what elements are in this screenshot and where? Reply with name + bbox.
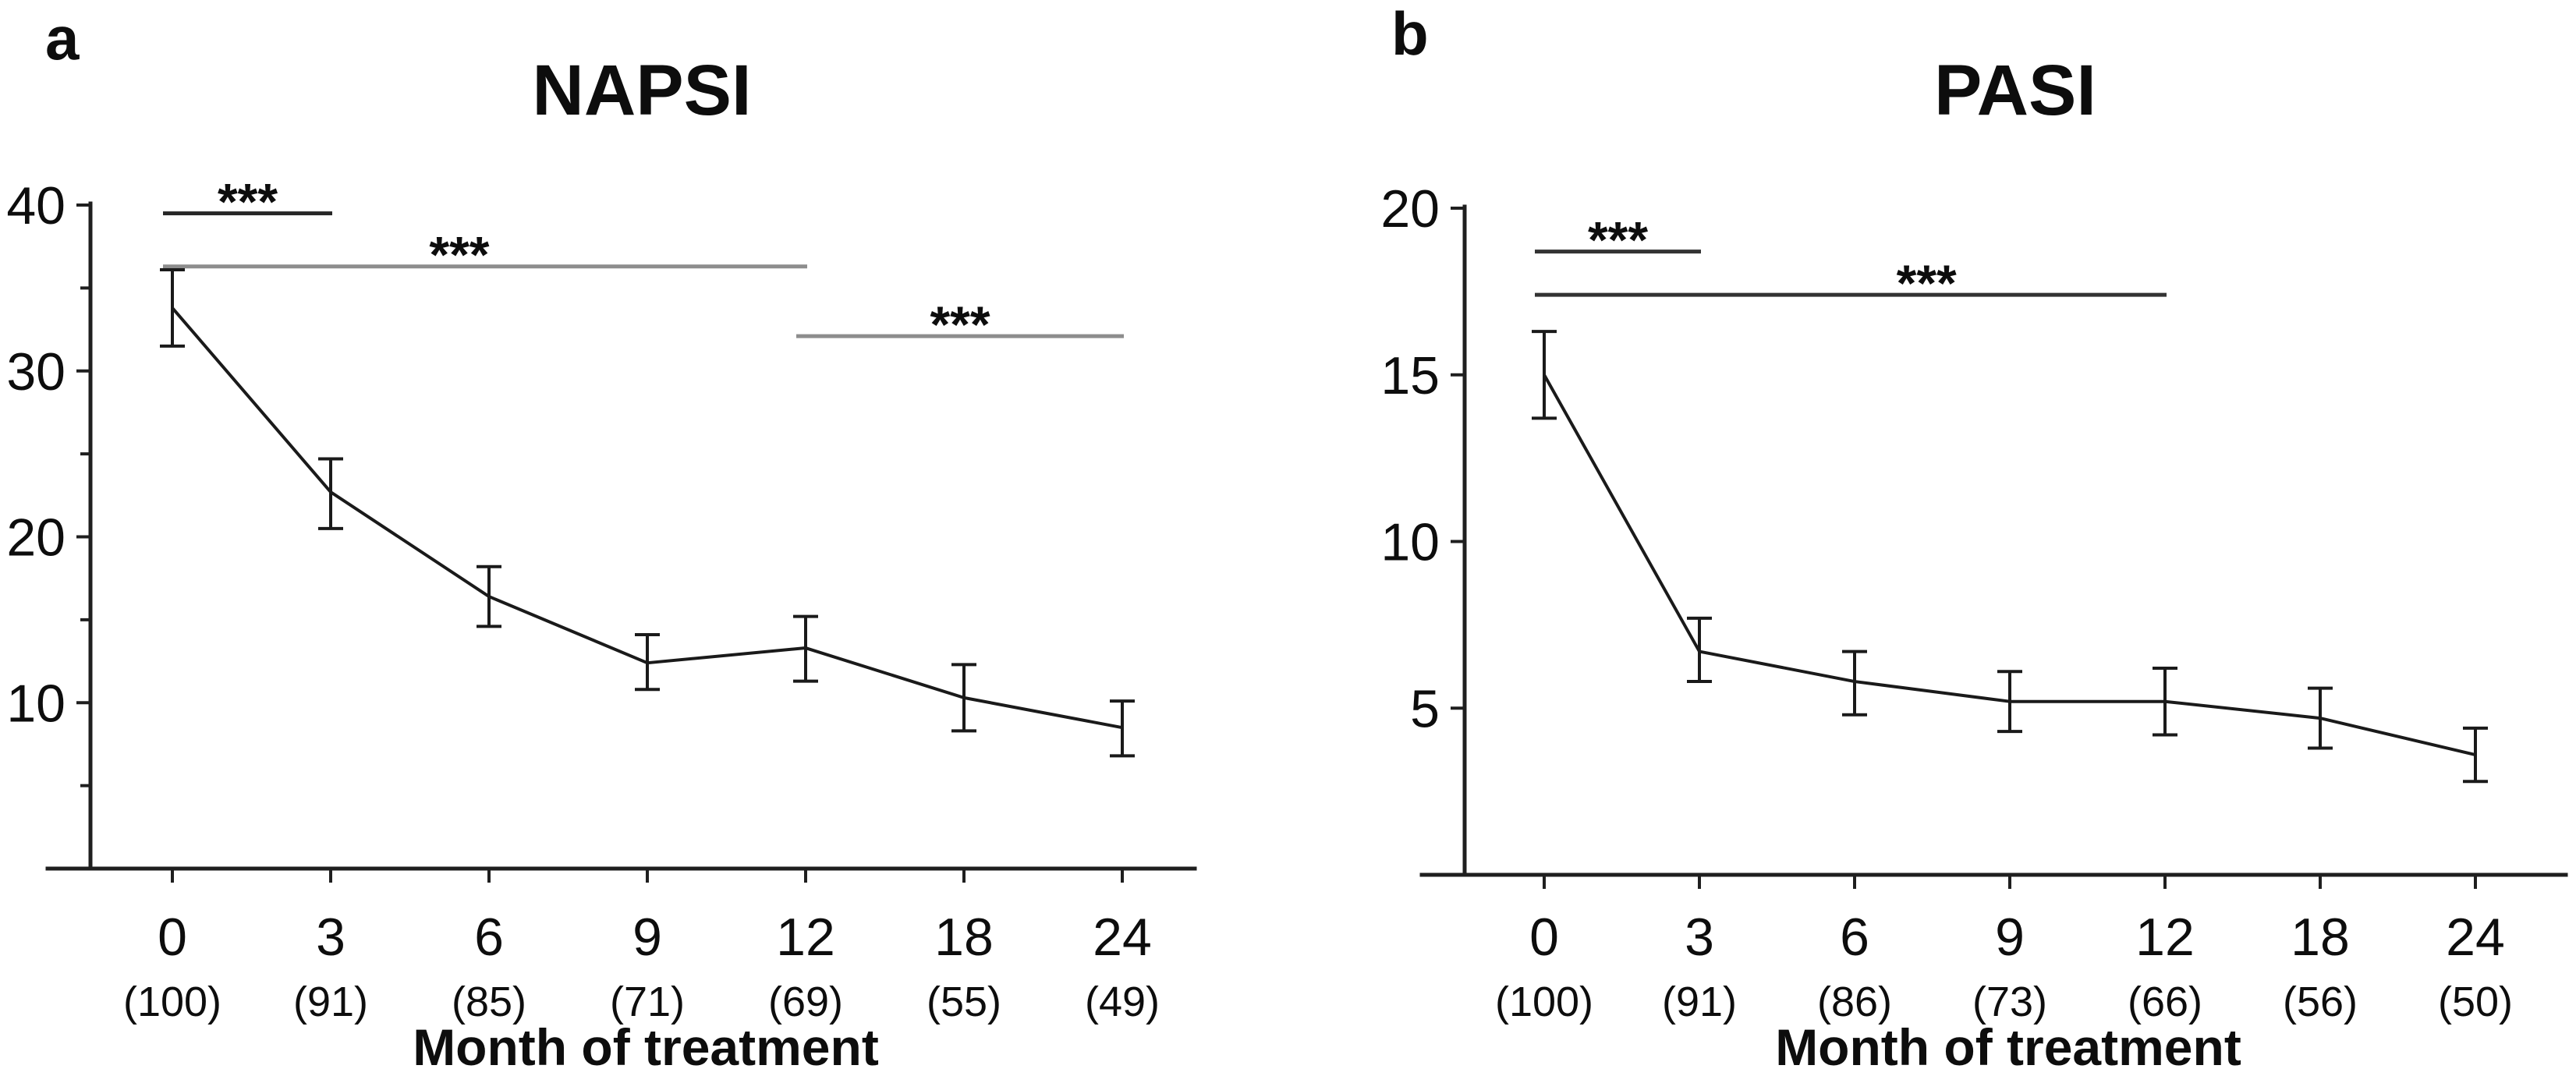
napsi-x-tick-label: 9 — [632, 908, 662, 967]
pasi-n-label: (66) — [2128, 979, 2202, 1025]
x-axis-label-pasi: Month of treatment — [1775, 1018, 2241, 1076]
pasi-significance-label: *** — [1588, 211, 1648, 269]
pasi-n-label: (56) — [2283, 979, 2358, 1025]
napsi-x-tick-label: 0 — [158, 908, 187, 967]
napsi-n-label: (69) — [768, 979, 843, 1025]
napsi-n-label: (85) — [452, 979, 526, 1025]
pasi-x-tick-label: 12 — [2135, 908, 2195, 967]
napsi-x-tick-label: 24 — [1093, 908, 1152, 967]
pasi-x-tick-label: 0 — [1529, 908, 1559, 967]
pasi-y-tick-label: 10 — [1380, 513, 1440, 572]
pasi-x-tick-label: 18 — [2291, 908, 2350, 967]
pasi-y-tick-label: 15 — [1380, 346, 1440, 405]
pasi-x-tick-label: 24 — [2446, 908, 2505, 967]
napsi-y-tick-label: 40 — [6, 176, 66, 235]
pasi-n-label: (73) — [1972, 979, 2047, 1025]
pasi-n-label: (86) — [1817, 979, 1892, 1025]
pasi-significance-label: *** — [1897, 254, 1957, 312]
napsi-n-label: (71) — [610, 979, 685, 1025]
napsi-y-tick-label: 20 — [6, 508, 66, 568]
napsi-x-tick-label: 18 — [934, 908, 994, 967]
napsi-significance-label: *** — [930, 296, 990, 353]
pasi-x-tick-label: 3 — [1685, 908, 1714, 967]
pasi-x-tick-label: 9 — [1995, 908, 2025, 967]
pasi-curve — [1543, 373, 2476, 757]
x-axis-label-napsi: Month of treatment — [413, 1018, 879, 1076]
pasi-x-tick-label: 6 — [1840, 908, 1869, 967]
napsi-x-tick-label: 12 — [776, 908, 835, 967]
pasi-y-tick-label: 20 — [1380, 179, 1440, 239]
napsi-n-label: (91) — [293, 979, 368, 1025]
pasi-y-tick-label: 5 — [1410, 679, 1440, 738]
panel-label-a: a — [45, 4, 80, 73]
panel-label-b: b — [1391, 0, 1429, 68]
pasi-n-label: (91) — [1662, 979, 1737, 1025]
chart-title-napsi: NAPSI — [532, 51, 752, 130]
pasi-n-label: (50) — [2438, 979, 2513, 1025]
pasi-n-label: (100) — [1495, 979, 1593, 1025]
chart-title-pasi: PASI — [1934, 51, 2096, 130]
napsi-n-label: (49) — [1085, 979, 1160, 1025]
napsi-n-label: (100) — [123, 979, 221, 1025]
napsi-y-tick-label: 10 — [6, 674, 66, 733]
napsi-x-tick-label: 6 — [474, 908, 504, 967]
napsi-significance-label: *** — [218, 173, 278, 231]
napsi-x-tick-label: 3 — [316, 908, 345, 967]
napsi-y-tick-label: 30 — [6, 342, 66, 402]
napsi-n-label: (55) — [927, 979, 1001, 1025]
napsi-significance-label: *** — [429, 226, 489, 284]
napsi-curve — [171, 306, 1123, 730]
